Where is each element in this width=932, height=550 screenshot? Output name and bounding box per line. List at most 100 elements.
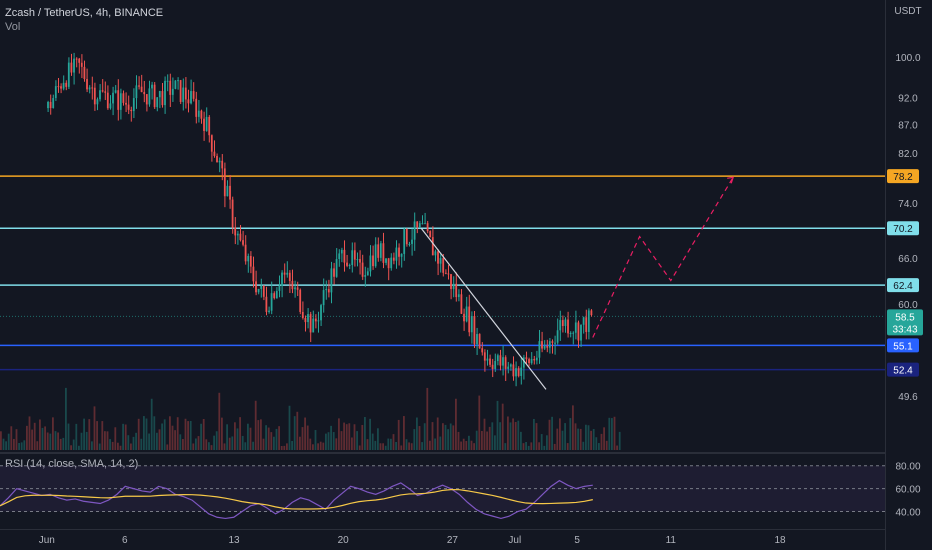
candle-body bbox=[49, 101, 52, 109]
candle-body bbox=[559, 320, 562, 331]
volume-bar bbox=[218, 392, 221, 450]
volume-bar bbox=[408, 442, 410, 450]
candle-body bbox=[86, 79, 88, 90]
candle-body bbox=[80, 62, 83, 67]
candle-body bbox=[184, 87, 187, 100]
candle-body bbox=[229, 185, 231, 200]
candle-body bbox=[244, 244, 247, 262]
volume-bar bbox=[382, 443, 384, 450]
time-axis-border bbox=[0, 529, 885, 530]
rsi-ma-line bbox=[0, 489, 593, 510]
candle-body bbox=[104, 91, 107, 93]
volume-bar bbox=[566, 443, 569, 450]
volume-bar bbox=[10, 426, 13, 450]
x-tick-label: 13 bbox=[228, 535, 240, 546]
volume-bar bbox=[184, 418, 187, 450]
candle-body bbox=[265, 296, 268, 312]
candle-body bbox=[335, 259, 338, 277]
volume-bar bbox=[301, 427, 304, 450]
volume-bar bbox=[564, 423, 566, 450]
candle-body bbox=[70, 62, 73, 73]
volume-bar bbox=[221, 417, 223, 450]
candle-body bbox=[67, 62, 70, 87]
volume-bar bbox=[400, 445, 403, 450]
rsi-line bbox=[0, 479, 593, 520]
volume-bar bbox=[439, 436, 442, 450]
volume-bar bbox=[392, 434, 395, 450]
volume-bar bbox=[309, 438, 312, 450]
volume-bar bbox=[496, 400, 499, 450]
volume-bar bbox=[130, 443, 132, 450]
volume-bar bbox=[244, 442, 247, 450]
candle-body bbox=[416, 221, 419, 228]
candle-body bbox=[429, 231, 432, 238]
candle-body bbox=[346, 262, 348, 266]
volume-bar bbox=[153, 416, 156, 450]
candle-body bbox=[574, 322, 577, 333]
candle-body bbox=[340, 249, 343, 254]
volume-bar bbox=[434, 438, 436, 450]
last-price-countdown: 33:43 bbox=[892, 324, 917, 335]
y-tick-label: 92.0 bbox=[898, 94, 918, 105]
candle-body bbox=[273, 293, 276, 299]
volume-bar bbox=[616, 445, 618, 450]
candle-body bbox=[127, 104, 130, 110]
volume-bar bbox=[397, 419, 400, 450]
volume-bar bbox=[470, 440, 473, 450]
candle-body bbox=[400, 253, 403, 257]
volume-bar bbox=[49, 433, 52, 450]
candle-body bbox=[351, 250, 354, 265]
volume-bar bbox=[366, 439, 369, 450]
candle-body bbox=[327, 289, 330, 293]
volume-bar bbox=[494, 435, 496, 450]
volume-bar bbox=[462, 438, 465, 450]
volume-bar bbox=[213, 435, 215, 450]
volume-bar bbox=[556, 428, 559, 450]
symbol-title: Zcash / TetherUS, 4h, BINANCE bbox=[5, 7, 164, 19]
volume-bar bbox=[481, 430, 483, 450]
candle-body bbox=[138, 85, 140, 87]
candle-body bbox=[78, 58, 81, 63]
volume-bar bbox=[283, 445, 286, 450]
candle-body bbox=[242, 240, 244, 245]
candle-body bbox=[307, 314, 309, 323]
volume-bar bbox=[358, 445, 361, 450]
volume-bar bbox=[44, 426, 46, 450]
candle-body bbox=[382, 243, 385, 263]
candle-body bbox=[47, 101, 49, 109]
volume-bar bbox=[379, 443, 382, 450]
volume-bar bbox=[533, 418, 535, 450]
volume-bar bbox=[39, 419, 41, 450]
volume-bar bbox=[293, 416, 296, 450]
volume-bar bbox=[150, 398, 153, 450]
volume-bar bbox=[33, 422, 36, 450]
candle-body bbox=[195, 98, 198, 117]
volume-bar bbox=[449, 423, 452, 450]
volume-bar bbox=[608, 417, 611, 450]
volume-bar bbox=[455, 398, 457, 450]
volume-bar bbox=[421, 442, 423, 450]
volume-bar bbox=[174, 430, 176, 450]
candle-body bbox=[426, 223, 429, 232]
candle-body bbox=[278, 285, 281, 291]
rsi-band bbox=[0, 465, 885, 512]
volume-bar bbox=[288, 405, 291, 450]
candle-body bbox=[489, 358, 491, 365]
candle-body bbox=[260, 285, 263, 289]
candle-body bbox=[577, 322, 580, 341]
candle-body bbox=[156, 97, 159, 108]
candle-body bbox=[543, 346, 546, 349]
volume-bar bbox=[561, 430, 564, 450]
volume-bar bbox=[436, 417, 439, 450]
candle-body bbox=[491, 364, 494, 369]
volume-bar bbox=[369, 418, 371, 450]
candle-body bbox=[374, 244, 377, 267]
volume-bar bbox=[96, 421, 98, 450]
volume-bar bbox=[605, 440, 608, 450]
volume-bar bbox=[395, 441, 397, 450]
candle-body bbox=[208, 116, 211, 136]
volume-bar bbox=[179, 434, 182, 450]
level-tag-text: 78.2 bbox=[893, 172, 913, 183]
volume-bar bbox=[158, 429, 161, 450]
